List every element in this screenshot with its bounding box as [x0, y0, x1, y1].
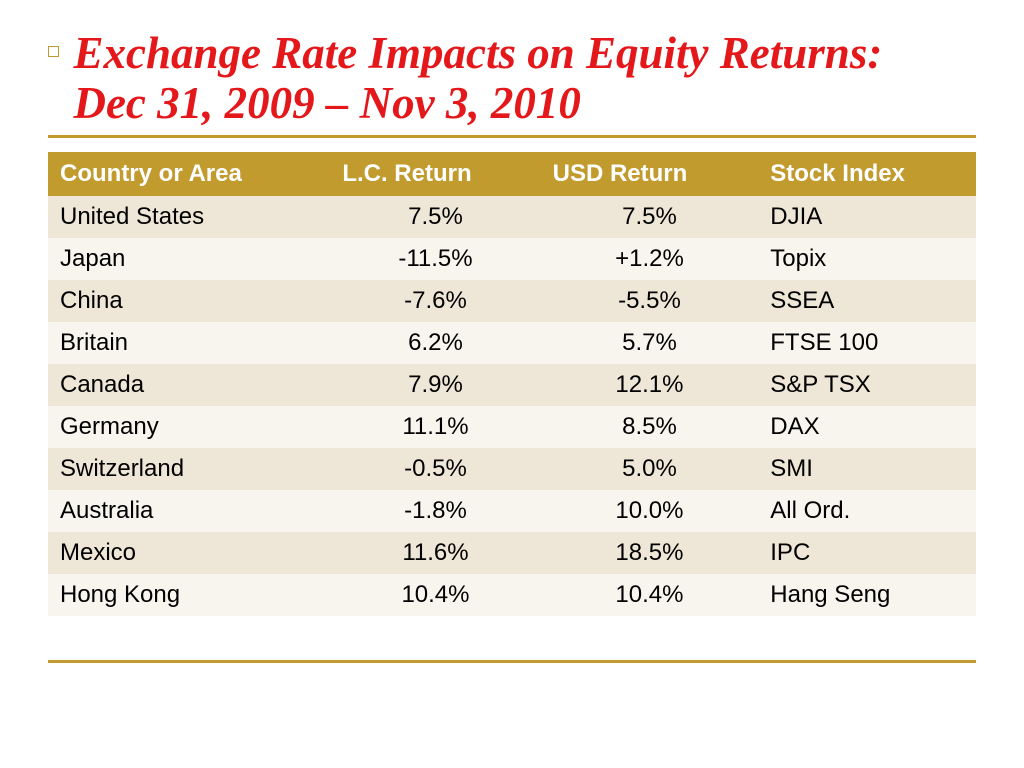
cell-usd: -5.5%: [541, 280, 759, 322]
cell-country: Mexico: [48, 532, 330, 574]
cell-lc: 7.9%: [330, 364, 540, 406]
cell-index: S&P TSX: [758, 364, 976, 406]
cell-country: Britain: [48, 322, 330, 364]
table-row: Australia -1.8% 10.0% All Ord.: [48, 490, 976, 532]
col-usd-return: USD Return: [541, 152, 759, 196]
cell-usd: 10.0%: [541, 490, 759, 532]
cell-lc: -1.8%: [330, 490, 540, 532]
table-row: Canada 7.9% 12.1% S&P TSX: [48, 364, 976, 406]
cell-lc: 10.4%: [330, 574, 540, 616]
cell-index: Topix: [758, 238, 976, 280]
table-body: United States 7.5% 7.5% DJIA Japan -11.5…: [48, 196, 976, 616]
cell-lc: -7.6%: [330, 280, 540, 322]
page-title: Exchange Rate Impacts on Equity Returns:…: [73, 28, 953, 129]
cell-index: FTSE 100: [758, 322, 976, 364]
table-row: Switzerland -0.5% 5.0% SMI: [48, 448, 976, 490]
cell-usd: 5.0%: [541, 448, 759, 490]
cell-country: Australia: [48, 490, 330, 532]
col-lc-return: L.C. Return: [330, 152, 540, 196]
cell-usd: 12.1%: [541, 364, 759, 406]
table-row: Britain 6.2% 5.7% FTSE 100: [48, 322, 976, 364]
cell-country: United States: [48, 196, 330, 238]
col-stock-index: Stock Index: [758, 152, 976, 196]
cell-country: Germany: [48, 406, 330, 448]
table-row: United States 7.5% 7.5% DJIA: [48, 196, 976, 238]
table-row: Germany 11.1% 8.5% DAX: [48, 406, 976, 448]
cell-country: Switzerland: [48, 448, 330, 490]
cell-lc: -0.5%: [330, 448, 540, 490]
cell-usd: 5.7%: [541, 322, 759, 364]
cell-index: IPC: [758, 532, 976, 574]
cell-usd: 7.5%: [541, 196, 759, 238]
table-row: China -7.6% -5.5% SSEA: [48, 280, 976, 322]
bottom-rule: [48, 660, 976, 663]
cell-usd: +1.2%: [541, 238, 759, 280]
bullet-icon: [48, 46, 59, 57]
title-block: Exchange Rate Impacts on Equity Returns:…: [48, 28, 976, 138]
cell-usd: 10.4%: [541, 574, 759, 616]
cell-country: China: [48, 280, 330, 322]
cell-lc: -11.5%: [330, 238, 540, 280]
cell-index: SMI: [758, 448, 976, 490]
cell-index: Hang Seng: [758, 574, 976, 616]
cell-lc: 6.2%: [330, 322, 540, 364]
table-header-row: Country or Area L.C. Return USD Return S…: [48, 152, 976, 196]
cell-country: Canada: [48, 364, 330, 406]
col-country: Country or Area: [48, 152, 330, 196]
returns-table: Country or Area L.C. Return USD Return S…: [48, 152, 976, 616]
cell-index: All Ord.: [758, 490, 976, 532]
cell-usd: 18.5%: [541, 532, 759, 574]
cell-usd: 8.5%: [541, 406, 759, 448]
cell-index: SSEA: [758, 280, 976, 322]
table-row: Hong Kong 10.4% 10.4% Hang Seng: [48, 574, 976, 616]
cell-country: Japan: [48, 238, 330, 280]
table-row: Japan -11.5% +1.2% Topix: [48, 238, 976, 280]
table-row: Mexico 11.6% 18.5% IPC: [48, 532, 976, 574]
cell-index: DJIA: [758, 196, 976, 238]
cell-lc: 11.6%: [330, 532, 540, 574]
cell-lc: 7.5%: [330, 196, 540, 238]
cell-lc: 11.1%: [330, 406, 540, 448]
cell-country: Hong Kong: [48, 574, 330, 616]
cell-index: DAX: [758, 406, 976, 448]
